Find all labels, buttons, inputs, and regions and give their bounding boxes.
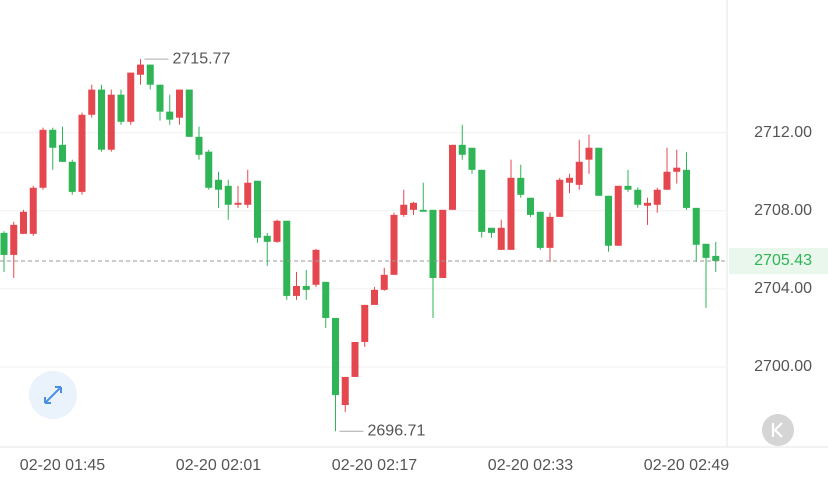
candle-body xyxy=(585,147,593,160)
candle-body xyxy=(673,167,681,172)
candle-body xyxy=(176,89,183,118)
candle-body xyxy=(614,185,622,246)
candle-body xyxy=(507,177,515,250)
x-tick-label: 02-20 02:33 xyxy=(488,457,574,474)
candle-body xyxy=(273,220,281,242)
candle-body xyxy=(68,161,76,192)
candle-body xyxy=(49,129,57,148)
candle-body xyxy=(98,89,105,150)
candle-body xyxy=(683,169,690,208)
candle-body xyxy=(29,187,37,234)
candle-body xyxy=(429,209,437,278)
y-tick-label: 2708.00 xyxy=(754,202,812,219)
candle-body xyxy=(478,169,486,232)
candle-body xyxy=(117,94,125,122)
candle-body xyxy=(263,235,271,242)
k-icon[interactable] xyxy=(771,422,783,438)
candle-body xyxy=(517,177,525,195)
last-price-bg xyxy=(729,247,828,274)
k-button[interactable] xyxy=(762,414,794,446)
candle-body xyxy=(20,211,27,234)
candle-body xyxy=(107,94,115,150)
candle-body xyxy=(127,72,135,122)
candle-body xyxy=(400,204,408,215)
low-label: 2696.71 xyxy=(368,422,426,439)
candle-body xyxy=(215,179,222,190)
candle-body xyxy=(566,177,573,183)
last-price-label: 2705.43 xyxy=(754,252,812,269)
candle-body xyxy=(439,209,447,278)
candle-body xyxy=(59,144,66,162)
candle-body xyxy=(468,147,476,170)
x-tick-label: 02-20 02:01 xyxy=(176,457,262,474)
candle-body xyxy=(644,202,651,206)
candle-body xyxy=(341,376,349,406)
candle-body xyxy=(702,243,710,258)
candle-body xyxy=(575,161,583,185)
candle-body xyxy=(0,232,8,255)
candle-body xyxy=(205,151,213,188)
candle-body xyxy=(185,89,193,137)
candle-body xyxy=(624,185,632,190)
candle-body xyxy=(39,129,47,188)
candle-body xyxy=(195,136,203,155)
candle-body xyxy=(556,179,564,217)
candle-body xyxy=(546,216,554,248)
candle-body xyxy=(351,341,359,377)
candle-body xyxy=(78,114,86,192)
candle-body xyxy=(449,144,456,210)
expand-button[interactable] xyxy=(29,371,77,419)
y-tick-label: 2704.00 xyxy=(754,280,812,297)
candle-body xyxy=(527,197,534,215)
candle-body xyxy=(361,304,369,342)
candle-body xyxy=(156,84,164,112)
candle-body xyxy=(332,317,339,396)
candle-body xyxy=(380,274,388,290)
candle-body xyxy=(488,227,495,233)
candle-body xyxy=(419,209,427,212)
candle-body xyxy=(663,171,671,190)
candle-body xyxy=(244,182,252,205)
candle-body xyxy=(497,227,505,250)
candle-body xyxy=(302,285,310,290)
candle-body xyxy=(634,189,642,205)
candle-body xyxy=(88,89,96,115)
candle-body xyxy=(293,285,300,296)
candle-body xyxy=(283,220,291,296)
candle-body xyxy=(605,195,612,246)
candle-body xyxy=(254,180,261,238)
candle-body xyxy=(146,64,154,85)
k-bg[interactable] xyxy=(762,414,794,446)
x-tick-label: 02-20 01:45 xyxy=(20,457,106,474)
x-tick-label: 02-20 02:17 xyxy=(332,457,418,474)
candle-body xyxy=(653,189,661,205)
candle-body xyxy=(458,144,466,155)
expand-icon[interactable] xyxy=(44,386,62,404)
candle-body xyxy=(166,111,174,120)
candle-body xyxy=(692,207,700,245)
candle-body xyxy=(10,224,18,255)
y-tick-label: 2712.00 xyxy=(754,124,812,141)
candle-body xyxy=(234,202,242,205)
candle-body xyxy=(712,255,720,261)
candle-body xyxy=(595,147,603,196)
candle-body xyxy=(536,211,544,248)
candle-body xyxy=(312,249,320,285)
candle-body xyxy=(390,214,398,275)
x-tick-label: 02-20 02:49 xyxy=(644,457,730,474)
high-label: 2715.77 xyxy=(173,50,231,67)
y-tick-label: 2700.00 xyxy=(754,358,812,375)
candle-body xyxy=(137,64,144,75)
candle-body xyxy=(371,289,378,305)
candle-body xyxy=(410,202,417,210)
candle-body xyxy=(224,185,232,205)
candle-body xyxy=(322,281,330,318)
